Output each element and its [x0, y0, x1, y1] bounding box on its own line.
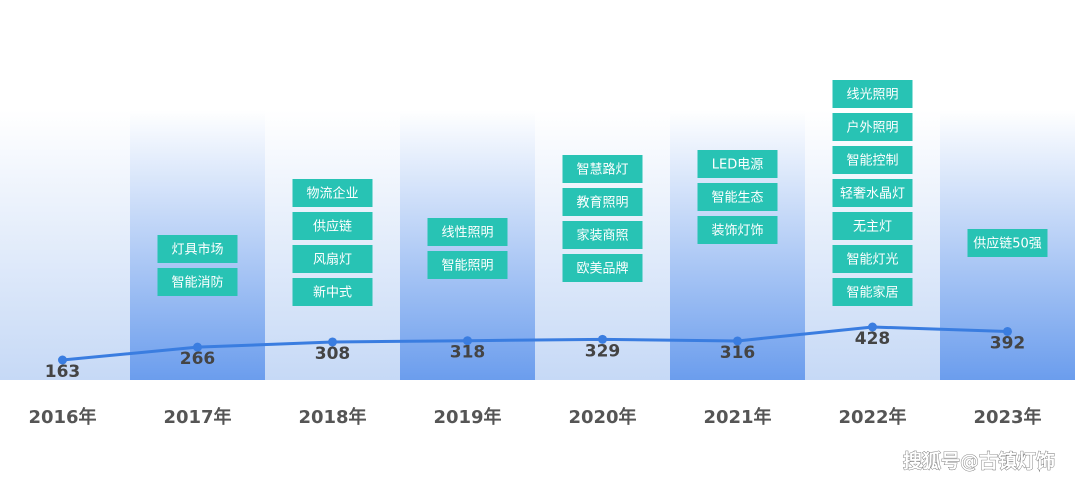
tag-box	[832, 146, 913, 174]
x-tick-label: 2019年	[433, 406, 501, 428]
tag-text: 户外照明	[846, 120, 898, 136]
tag-box	[427, 251, 508, 279]
x-tick-label: 2018年	[298, 406, 366, 428]
tag-text: 线性照明	[441, 226, 493, 241]
value-label: 316	[720, 343, 756, 363]
tag-text: 装饰灯饰	[711, 224, 763, 239]
tag-text: 供应链	[313, 219, 352, 235]
tag-text: 教育照明	[576, 195, 628, 211]
tag-text: 智能消防	[171, 275, 223, 291]
tag-box	[562, 254, 643, 282]
point	[463, 336, 472, 346]
x-tick-label: 2022年	[838, 406, 906, 428]
tag-box	[427, 218, 508, 246]
point	[193, 342, 202, 352]
tag-text: 智能家居	[846, 285, 898, 301]
value-label: 266	[180, 349, 216, 369]
tag-box	[697, 216, 778, 244]
x-tick-label: 2021年	[703, 406, 771, 428]
tag-text: 欧美品牌	[576, 261, 628, 277]
tag-text: 轻奢水晶灯	[840, 187, 905, 202]
tag-box	[292, 212, 373, 240]
point	[58, 355, 67, 365]
tag-box	[157, 235, 238, 263]
tag-text: 家装商照	[576, 228, 628, 244]
tag-text: 智能生态	[711, 191, 763, 206]
tag-box	[832, 80, 913, 108]
tag-text: 新中式	[313, 285, 352, 301]
tag-text: 线光照明	[846, 88, 898, 103]
point	[328, 337, 337, 347]
tag-text: 智能照明	[441, 259, 493, 274]
tag-box	[832, 212, 913, 240]
x-tick-label: 2016年	[28, 406, 96, 428]
value-label: 329	[585, 341, 621, 361]
tag-text: 智慧路灯	[576, 162, 628, 178]
watermark: 搜狐号@古镇灯饰	[903, 450, 1055, 473]
tag-box	[157, 268, 238, 296]
value-label: 318	[450, 343, 486, 363]
tag-box	[832, 245, 913, 273]
tag-box	[832, 113, 913, 141]
point	[868, 322, 877, 332]
point	[733, 336, 742, 346]
x-tick-label: 2023年	[973, 406, 1041, 428]
tag-box	[292, 278, 373, 306]
tag-box	[832, 278, 913, 306]
tag-text: 风扇灯	[313, 252, 352, 268]
column-band	[0, 110, 130, 380]
tag-text: 智能灯光	[846, 253, 898, 268]
x-tick-label: 2020年	[568, 406, 636, 428]
tag-box	[562, 221, 643, 249]
tag-box	[562, 188, 643, 216]
tag-text: 灯具市场	[171, 242, 223, 258]
point	[598, 334, 607, 344]
tag-text: 物流企业	[306, 186, 358, 202]
tag-box	[292, 245, 373, 273]
tag-box	[967, 229, 1048, 257]
tag-box	[697, 150, 778, 178]
tag-text: 智能控制	[846, 154, 898, 169]
tag-box	[697, 183, 778, 211]
tag-box	[832, 179, 913, 207]
tag-box	[562, 155, 643, 183]
tag-text: 无主灯	[853, 220, 892, 235]
x-tick-label: 2017年	[163, 406, 231, 428]
line	[62, 325, 1008, 362]
point	[1003, 326, 1012, 336]
value-label: 428	[855, 329, 891, 349]
tag-text: 供应链50强	[973, 236, 1042, 252]
value-label: 163	[45, 362, 81, 382]
tag-box	[292, 179, 373, 207]
tag-text: LED电源	[712, 158, 763, 173]
value-label: 308	[315, 344, 351, 364]
value-label: 392	[990, 333, 1026, 353]
